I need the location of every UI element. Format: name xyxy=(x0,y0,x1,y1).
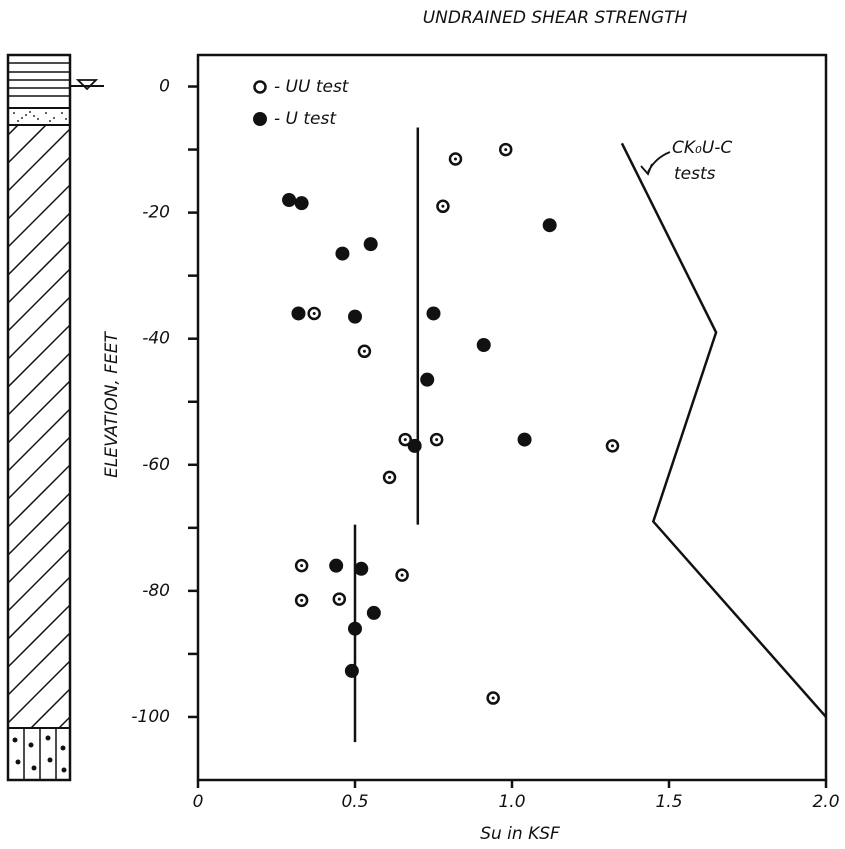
data-point-center xyxy=(362,349,366,353)
data-point xyxy=(517,432,532,447)
data-point xyxy=(348,309,362,324)
data-point-center xyxy=(400,573,404,577)
data-point-center xyxy=(441,204,445,208)
data-point xyxy=(363,237,378,252)
data-point xyxy=(354,561,369,576)
data-point xyxy=(348,621,362,636)
y-axis-label: ELEVATION, FEET xyxy=(102,331,122,478)
legend-label: - U test xyxy=(274,109,337,129)
x-tick-label: 0.5 xyxy=(341,792,368,812)
y-tick-label: -80 xyxy=(142,581,170,601)
x-tick-label: 2.0 xyxy=(812,792,839,812)
data-point xyxy=(420,372,435,387)
y-tick-label: 0 xyxy=(159,77,170,97)
legend-marker xyxy=(253,112,267,126)
x-tick-label: 1.0 xyxy=(498,792,525,812)
data-point-center xyxy=(403,438,407,442)
legend-marker xyxy=(253,80,267,94)
data-point xyxy=(476,338,491,352)
data-point xyxy=(407,438,422,453)
x-axis-label: Su in KSF xyxy=(480,824,560,844)
x-tick-label: 1.5 xyxy=(655,792,682,812)
data-point-center xyxy=(491,696,495,700)
plot-frame xyxy=(196,53,828,782)
data-point-center xyxy=(337,597,341,601)
data-point-center xyxy=(504,148,508,152)
data-point-center xyxy=(300,598,304,602)
legend-label: - UU test xyxy=(274,77,350,97)
reference-line xyxy=(620,142,827,718)
y-tick-label: -20 xyxy=(142,203,170,223)
data-point xyxy=(291,306,306,321)
data-point xyxy=(426,306,441,321)
data-point xyxy=(366,605,381,620)
annotation: CK₀U-C xyxy=(672,138,732,158)
data-point xyxy=(344,663,359,678)
data-point xyxy=(282,193,297,207)
y-tick-label: -40 xyxy=(142,329,170,349)
annotation-arrow xyxy=(640,151,671,176)
data-point-center xyxy=(610,444,614,448)
data-point xyxy=(294,196,309,211)
data-point-center xyxy=(300,564,304,568)
y-tick-label: -100 xyxy=(131,707,170,727)
data-point xyxy=(542,218,557,233)
annotation: tests xyxy=(674,164,716,184)
data-point xyxy=(335,246,350,261)
y-tick-label: -60 xyxy=(142,455,170,475)
data-point xyxy=(329,558,344,573)
soil-column xyxy=(6,53,104,782)
chart-title: UNDRAINED SHEAR STRENGTH xyxy=(423,8,688,28)
x-tick-label: 0 xyxy=(193,792,204,812)
data-point-center xyxy=(435,438,439,442)
data-point-center xyxy=(453,157,457,161)
data-point-center xyxy=(312,311,316,315)
data-point-center xyxy=(388,475,392,479)
